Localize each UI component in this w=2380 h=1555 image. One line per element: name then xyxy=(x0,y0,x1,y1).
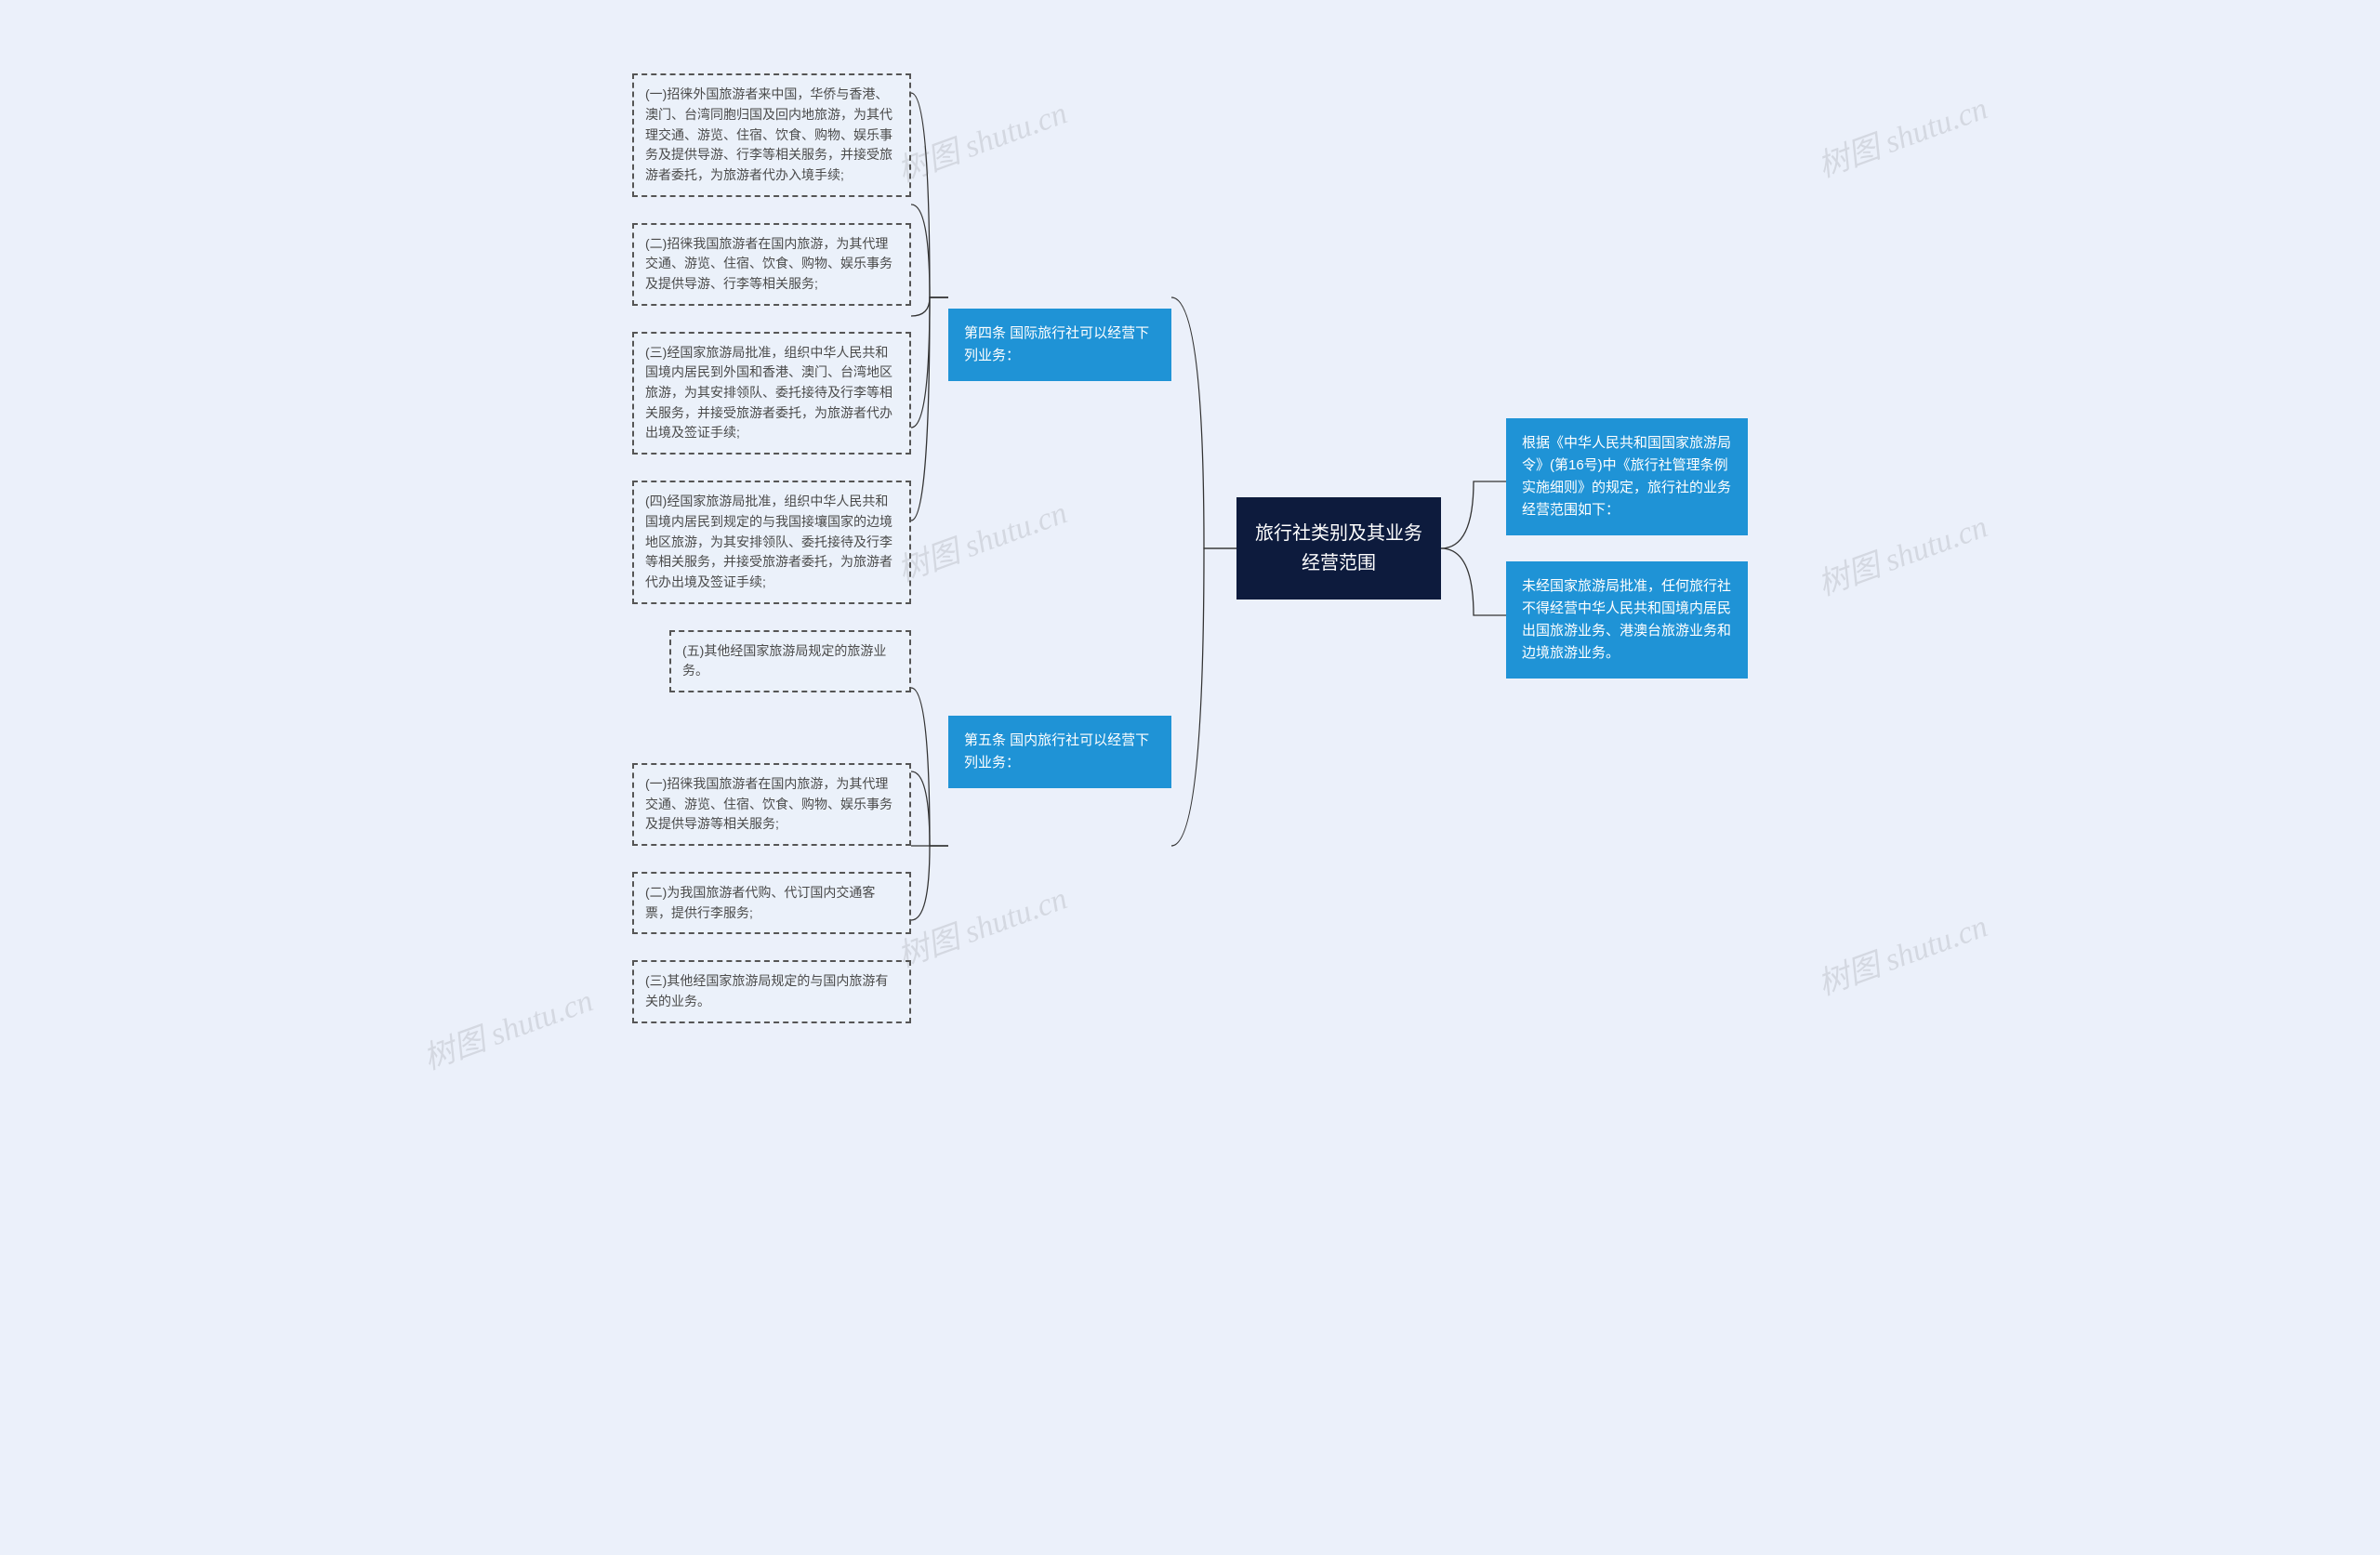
mid-node: 第四条 国际旅行社可以经营下列业务： xyxy=(948,309,1171,381)
center-node: 旅行社类别及其业务经营范围 xyxy=(1236,497,1441,600)
right-column: 根据《中华人民共和国国家旅游局令》(第16号)中《旅行社管理条例实施细则》的规定… xyxy=(1506,418,1748,679)
left-leaf-column: (一)招徕外国旅游者来中国，华侨与香港、澳门、台湾同胞归国及回内地旅游，为其代理… xyxy=(632,73,911,1023)
leaf-node: (一)招徕我国旅游者在国内旅游，为其代理交通、游览、住宿、饮食、购物、娱乐事务及… xyxy=(632,763,911,846)
left-mid-column: 第四条 国际旅行社可以经营下列业务： 第五条 国内旅行社可以经营下列业务： xyxy=(948,309,1171,788)
leaf-node: (二)招徕我国旅游者在国内旅游，为其代理交通、游览、住宿、饮食、购物、娱乐事务及… xyxy=(632,223,911,306)
leaf-node: (五)其他经国家旅游局规定的旅游业务。 xyxy=(669,630,911,692)
leaf-node: (二)为我国旅游者代购、代订国内交通客票，提供行李服务; xyxy=(632,872,911,934)
mindmap-diagram: (一)招徕外国旅游者来中国，华侨与香港、澳门、台湾同胞归国及回内地旅游，为其代理… xyxy=(37,37,2343,1060)
leaf-node: (一)招徕外国旅游者来中国，华侨与香港、澳门、台湾同胞归国及回内地旅游，为其代理… xyxy=(632,73,911,196)
connector-mid-center xyxy=(1171,37,1236,1060)
connector-center-right xyxy=(1441,37,1506,1060)
mid-node: 第五条 国内旅行社可以经营下列业务： xyxy=(948,716,1171,788)
leaf-node: (三)其他经国家旅游局规定的与国内旅游有关的业务。 xyxy=(632,960,911,1022)
center-column: 旅行社类别及其业务经营范围 xyxy=(1236,497,1441,600)
right-node: 根据《中华人民共和国国家旅游局令》(第16号)中《旅行社管理条例实施细则》的规定… xyxy=(1506,418,1748,535)
leaf-node: (四)经国家旅游局批准，组织中华人民共和国境内居民到规定的与我国接壤国家的边境地… xyxy=(632,481,911,603)
connector-leaf-mid xyxy=(911,37,948,1060)
leaf-node: (三)经国家旅游局批准，组织中华人民共和国境内居民到外国和香港、澳门、台湾地区旅… xyxy=(632,332,911,455)
right-node: 未经国家旅游局批准，任何旅行社不得经营中华人民共和国境内居民出国旅游业务、港澳台… xyxy=(1506,561,1748,679)
